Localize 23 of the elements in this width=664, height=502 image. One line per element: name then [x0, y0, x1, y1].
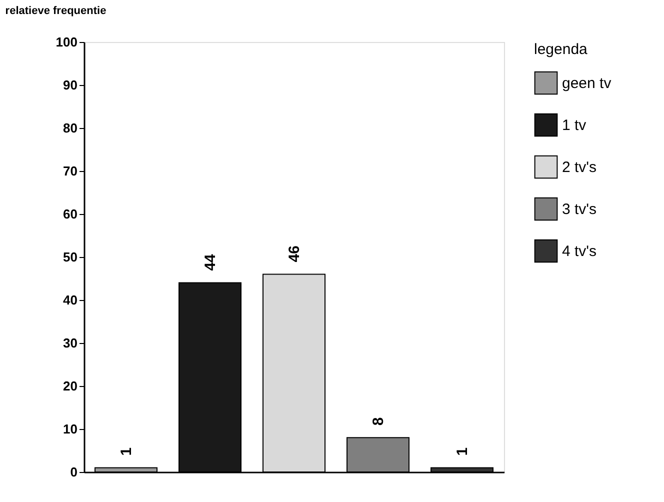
y-tick-label: 50 — [63, 250, 78, 264]
legend-label: 3 tv's — [562, 201, 597, 218]
legend-label: 2 tv's — [562, 159, 597, 176]
data-label: 1 — [454, 447, 471, 456]
data-label: 46 — [286, 246, 303, 262]
legend-title: legenda — [534, 41, 588, 58]
y-tick-label: 20 — [63, 378, 78, 394]
y-tick-label: 40 — [63, 292, 78, 308]
legend-label: 1 tv — [562, 117, 587, 134]
y-tick-label: 90 — [63, 78, 78, 92]
y-tick-label: 70 — [63, 164, 78, 178]
y-tick-label: 100 — [56, 34, 78, 50]
y-tick-label: 0 — [70, 464, 78, 480]
legend-label: geen tv — [562, 75, 612, 92]
legend-label: 4 tv's — [562, 243, 597, 260]
y-tick-label: 60 — [63, 206, 78, 222]
y-axis-title: relatieve frequentie — [5, 5, 106, 17]
y-tick-label: 80 — [63, 120, 78, 136]
data-label: 8 — [370, 417, 387, 426]
y-tick-label: 10 — [63, 422, 78, 436]
y-tick-label: 30 — [63, 336, 78, 350]
data-label: 1 — [118, 447, 135, 456]
data-label: 44 — [202, 253, 219, 271]
